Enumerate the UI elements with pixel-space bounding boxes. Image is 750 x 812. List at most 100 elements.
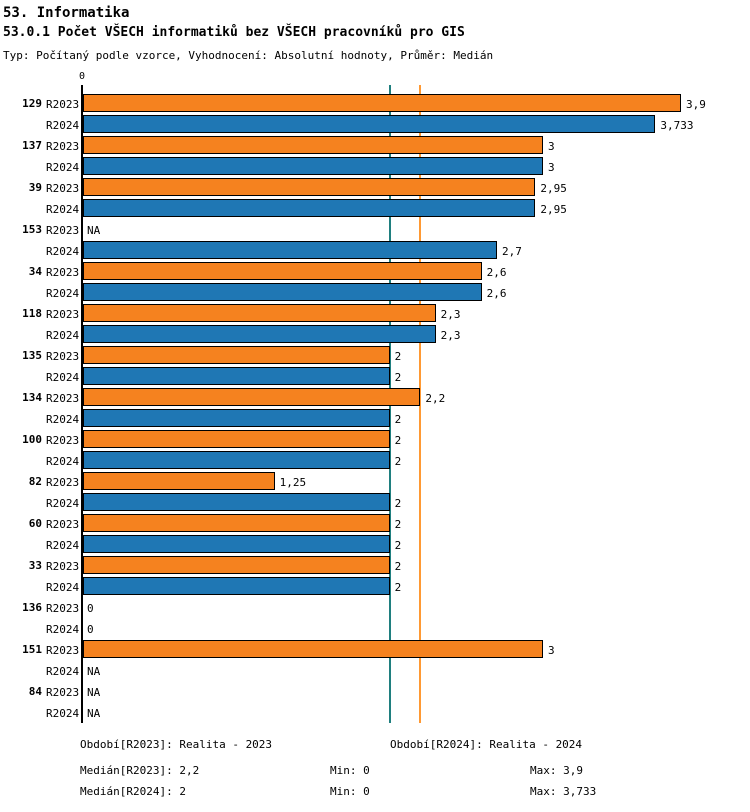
bar-r2024 [83, 493, 390, 511]
series-label: R2024 [46, 707, 80, 720]
group-id-label: 34 [28, 265, 42, 278]
bar-r2024 [83, 115, 656, 133]
value-label: 2 [394, 371, 402, 384]
bar-r2024 [83, 241, 497, 259]
series-label: R2024 [46, 497, 80, 510]
series-label: R2024 [46, 413, 80, 426]
group-id-label: 135 [22, 349, 42, 362]
value-label: 0 [87, 602, 94, 615]
chart-row: R2024 2 [0, 576, 750, 597]
series-label: R2024 [46, 287, 80, 300]
value-label: 2 [394, 413, 402, 426]
value-label: 2,2 [425, 392, 446, 405]
chart-row: 135 R2023 2 [0, 345, 750, 366]
chart-row: R2024 2,6 [0, 282, 750, 303]
group-id-label: 82 [28, 475, 42, 488]
group-id-label: 118 [22, 307, 42, 320]
series-label: R2023 [46, 182, 80, 195]
value-label: 1,25 [279, 476, 307, 489]
value-label: 2 [394, 455, 402, 468]
bar-r2023 [83, 388, 421, 406]
bar-r2024 [83, 157, 543, 175]
value-label: 2,7 [502, 245, 522, 258]
bar-r2023 [83, 178, 536, 196]
stat-median-2024: Medián[R2024]: 2 [80, 785, 186, 798]
series-label: R2024 [46, 329, 80, 342]
legend-period-2023: Období[R2023]: Realita - 2023 [80, 738, 273, 751]
value-label: 2,6 [486, 266, 507, 279]
value-label: 2 [394, 497, 402, 510]
series-label: R2024 [46, 623, 80, 636]
series-label: R2023 [46, 140, 80, 153]
chart-row: R2024 NA [0, 702, 750, 723]
chart-row: 34 R2023 2,6 [0, 261, 750, 282]
stat-min-2023: Min: 0 [330, 764, 370, 777]
chart-meta: Typ: Počítaný podle vzorce, Vyhodnocení:… [3, 49, 494, 62]
group-id-label: 134 [22, 391, 42, 404]
value-label: 2 [394, 581, 402, 594]
value-label: 2 [394, 434, 402, 447]
chart-row: R2024 2 [0, 492, 750, 513]
series-label: R2023 [46, 350, 80, 363]
value-label: 3 [548, 161, 555, 174]
series-label: R2024 [46, 665, 80, 678]
bar-r2023 [83, 472, 275, 490]
bar-r2024 [83, 325, 436, 343]
bar-r2024 [83, 577, 390, 595]
series-label: R2023 [46, 644, 80, 657]
chart-row: 136 R2023 0 [0, 597, 750, 618]
bar-r2023 [83, 556, 390, 574]
value-label: 3 [548, 140, 555, 153]
value-label: 2 [394, 518, 402, 531]
bar-chart: 0 129 R2023 3,9 R2024 3,733 137 R2023 3 R2024 3 39… [0, 71, 750, 725]
bar-r2024 [83, 451, 390, 469]
y-axis-line [81, 85, 83, 723]
series-label: R2024 [46, 245, 80, 258]
chart-row: R2024 3 [0, 156, 750, 177]
series-label: R2023 [46, 224, 80, 237]
group-id-label: 39 [28, 181, 42, 194]
stat-max-2023: Max: 3,9 [530, 764, 583, 777]
chart-row: 118 R2023 2,3 [0, 303, 750, 324]
stat-median-2023: Medián[R2023]: 2,2 [80, 764, 200, 777]
value-label: 2 [394, 560, 402, 573]
reference-line-median-r2023 [419, 85, 422, 723]
group-id-label: 60 [28, 517, 42, 530]
value-label: NA [87, 686, 101, 699]
chart-row: R2024 2,95 [0, 198, 750, 219]
bar-r2023 [83, 514, 390, 532]
series-label: R2023 [46, 686, 80, 699]
bar-r2024 [83, 199, 536, 217]
chart-row: 153 R2023 NA [0, 219, 750, 240]
series-label: R2024 [46, 455, 80, 468]
chart-row: 137 R2023 3 [0, 135, 750, 156]
series-label: R2024 [46, 371, 80, 384]
legend-period-2024: Období[R2024]: Realita - 2024 [390, 738, 583, 751]
bar-r2023 [83, 430, 390, 448]
bar-r2024 [83, 535, 390, 553]
series-label: R2024 [46, 581, 80, 594]
bar-r2023 [83, 346, 390, 364]
value-label: 3,733 [660, 119, 694, 132]
chart-row: R2024 2 [0, 450, 750, 471]
series-label: R2023 [46, 518, 80, 531]
bar-r2024 [83, 409, 390, 427]
group-id-label: 100 [22, 433, 42, 446]
group-id-label: 151 [22, 643, 42, 656]
chart-row: 134 R2023 2,2 [0, 387, 750, 408]
series-label: R2023 [46, 434, 80, 447]
value-label: 0 [87, 623, 94, 636]
chart-row: R2024 2,3 [0, 324, 750, 345]
axis-origin-label: 0 [78, 71, 86, 82]
group-id-label: 84 [28, 685, 42, 698]
value-label: NA [87, 224, 101, 237]
chart-row: 60 R2023 2 [0, 513, 750, 534]
group-id-label: 137 [22, 139, 42, 152]
chart-row: 39 R2023 2,95 [0, 177, 750, 198]
value-label: 2,3 [440, 308, 461, 321]
series-label: R2023 [46, 98, 80, 111]
series-label: R2023 [46, 560, 80, 573]
chart-row: 33 R2023 2 [0, 555, 750, 576]
bar-r2023 [83, 136, 543, 154]
chart-row: R2024 2 [0, 408, 750, 429]
